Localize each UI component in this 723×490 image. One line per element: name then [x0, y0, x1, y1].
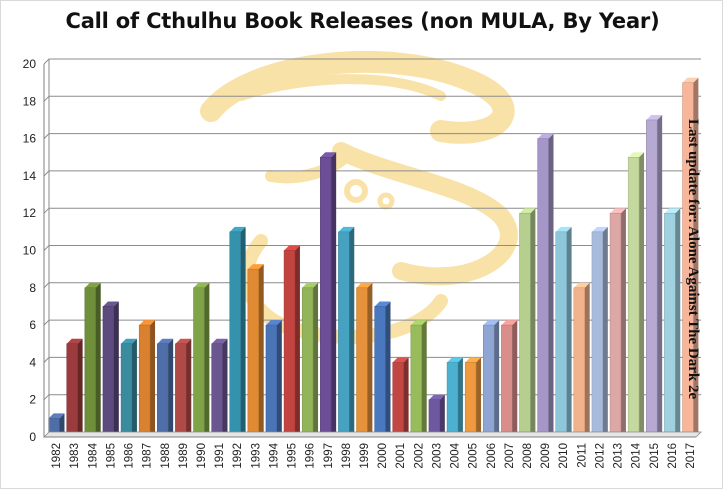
y-tick-label: 8	[29, 281, 36, 295]
y-tick-label: 2	[29, 393, 36, 407]
y-tick-label: 0	[29, 430, 36, 444]
gridline	[43, 133, 701, 139]
y-tick-label: 6	[29, 318, 36, 332]
bar-1995	[283, 245, 300, 438]
bar-1993	[247, 264, 264, 438]
bar-2001	[392, 357, 409, 438]
x-tick-label: 2009	[540, 443, 552, 469]
bars-group	[48, 77, 699, 438]
bar-2012	[591, 226, 608, 438]
bar-2016	[664, 208, 681, 438]
bar-2007	[501, 320, 518, 438]
bar-1990	[193, 282, 210, 438]
bar-1987	[138, 320, 156, 438]
chart-title: Call of Cthulhu Book Releases (non MULA,…	[65, 9, 660, 33]
bar-2009	[537, 133, 554, 438]
bar-2006	[483, 320, 500, 438]
bar-2000	[374, 301, 391, 438]
x-tick-label: 2000	[377, 443, 389, 469]
bar-2005	[464, 357, 482, 438]
bar-2004	[446, 357, 463, 438]
bar-1992	[229, 226, 246, 438]
bar-2002	[410, 320, 427, 438]
bar-1988	[157, 338, 174, 438]
gridline	[43, 95, 701, 102]
x-tick-label: 1992	[232, 443, 244, 469]
bar-1994	[265, 320, 282, 438]
bar-2011	[573, 282, 590, 438]
x-tick-label: 1996	[305, 443, 317, 469]
x-tick-label: 2013	[613, 443, 625, 469]
bar-2008	[519, 208, 536, 438]
x-tick-label: 2002	[413, 443, 425, 469]
x-tick-label: 2015	[649, 443, 661, 469]
x-tick-label: 2004	[450, 442, 462, 468]
bar-2003	[428, 394, 445, 438]
x-tick-label: 2014	[631, 442, 643, 468]
x-tick-labels: 1982 1983 1984 1985 1986 1987 1988 1989 1990 1991…	[51, 442, 697, 468]
x-tick-label: 2005	[468, 443, 480, 469]
x-tick-label: 1982	[51, 443, 63, 469]
y-tick-label: 12	[23, 206, 37, 220]
x-tick-label: 2010	[558, 443, 570, 469]
bar-1997	[320, 152, 337, 438]
x-tick-label: 1984	[87, 442, 99, 468]
y-tick-label: 16	[23, 132, 37, 146]
y-tick-label: 14	[23, 169, 37, 183]
bar-1996	[301, 282, 319, 438]
y-tick-labels: 0 2 4 6 8 10 12 14 16 18 20	[23, 57, 37, 444]
x-tick-label: 1989	[178, 443, 190, 469]
x-tick-label: 1995	[287, 443, 299, 469]
last-update-note: Last update for: Alone Against The Dark …	[685, 119, 701, 400]
x-tick-label: 2011	[576, 443, 588, 468]
x-tick-label: 1991	[214, 443, 226, 469]
bar-1998	[338, 226, 355, 438]
y-tick-label: 18	[23, 94, 37, 108]
x-tick-label: 1998	[341, 443, 353, 469]
x-tick-label: 1986	[124, 443, 136, 469]
gridline	[43, 207, 701, 214]
bar-2010	[555, 226, 572, 438]
x-tick-label: 2007	[504, 443, 516, 469]
x-tick-label: 1994	[268, 442, 280, 468]
x-tick-label: 2012	[594, 443, 606, 469]
x-tick-label: 2008	[522, 443, 534, 469]
x-tick-label: 2006	[486, 443, 498, 469]
bar-1985	[102, 301, 119, 438]
axes	[43, 59, 702, 438]
x-tick-label: 2016	[667, 443, 679, 469]
bar-1991	[211, 338, 228, 438]
x-tick-label: 1985	[105, 443, 117, 469]
x-tick-label: 1999	[359, 443, 371, 469]
bar-1984	[84, 282, 101, 438]
bar-1986	[120, 338, 137, 438]
x-tick-label: 1990	[196, 443, 208, 469]
chart-floor	[43, 431, 702, 438]
x-tick-label: 2017	[685, 443, 697, 469]
y-tick-label: 4	[29, 355, 36, 369]
bar-1999	[356, 282, 373, 438]
bar-2013	[609, 208, 626, 438]
bar-1983	[66, 338, 83, 438]
x-tick-label: 1983	[69, 443, 81, 469]
y-tick-label: 10	[23, 244, 37, 258]
x-tick-label: 2001	[395, 443, 407, 469]
bar-2015	[646, 114, 663, 438]
y-tick-label: 20	[23, 57, 37, 71]
x-tick-label: 1997	[323, 443, 335, 469]
bar-1989	[175, 338, 192, 438]
x-tick-label: 1987	[142, 443, 154, 469]
x-tick-label: 1988	[160, 443, 172, 469]
bar-2014	[627, 152, 645, 438]
x-tick-label: 2003	[431, 443, 443, 469]
x-tick-label: 1993	[250, 443, 262, 469]
